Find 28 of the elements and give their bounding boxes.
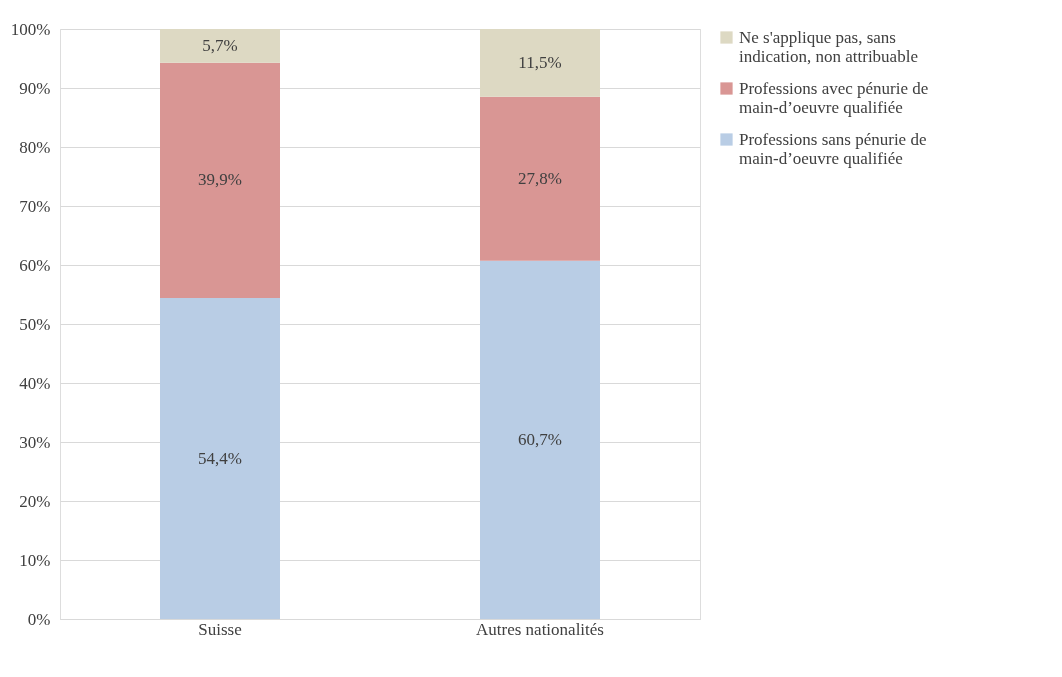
x-tick-label: Suisse [198, 619, 242, 639]
y-tick-label: 50% [19, 314, 51, 334]
y-tick-label: 60% [19, 255, 51, 275]
data-label: 27,8% [518, 168, 562, 188]
legend-label: Professions sans pénurie de main-d’oeuvre qualifiée [739, 129, 927, 168]
bar [480, 260, 600, 619]
legend-label: Professions avec pénurie de main-d’oeuvre qualifiée [739, 78, 929, 117]
bar [160, 62, 280, 299]
y-tick-label: 80% [19, 137, 51, 157]
data-label: 11,5% [518, 52, 562, 72]
x-tick-label: Autres nationalités [476, 619, 604, 639]
y-tick-label: 30% [19, 432, 51, 452]
data-label: 54,4% [198, 448, 242, 468]
y-tick-label: 20% [19, 491, 51, 511]
y-tick-label: 10% [19, 550, 51, 570]
y-tick-label: 40% [19, 373, 51, 393]
data-label: 39,9% [198, 170, 242, 190]
bar [160, 298, 280, 619]
data-label: 60,7% [518, 429, 562, 449]
y-tick-label: 100% [10, 19, 51, 39]
bar [480, 29, 600, 97]
y-tick-label: 70% [19, 196, 51, 216]
y-tick-label: 0% [27, 609, 51, 629]
y-tick-label: 90% [19, 78, 51, 98]
legend-label: Ne s'applique pas, sans indication, non attribuable [739, 27, 918, 66]
bar [160, 29, 280, 63]
bar [480, 96, 600, 261]
data-label: 5,7% [202, 35, 238, 55]
